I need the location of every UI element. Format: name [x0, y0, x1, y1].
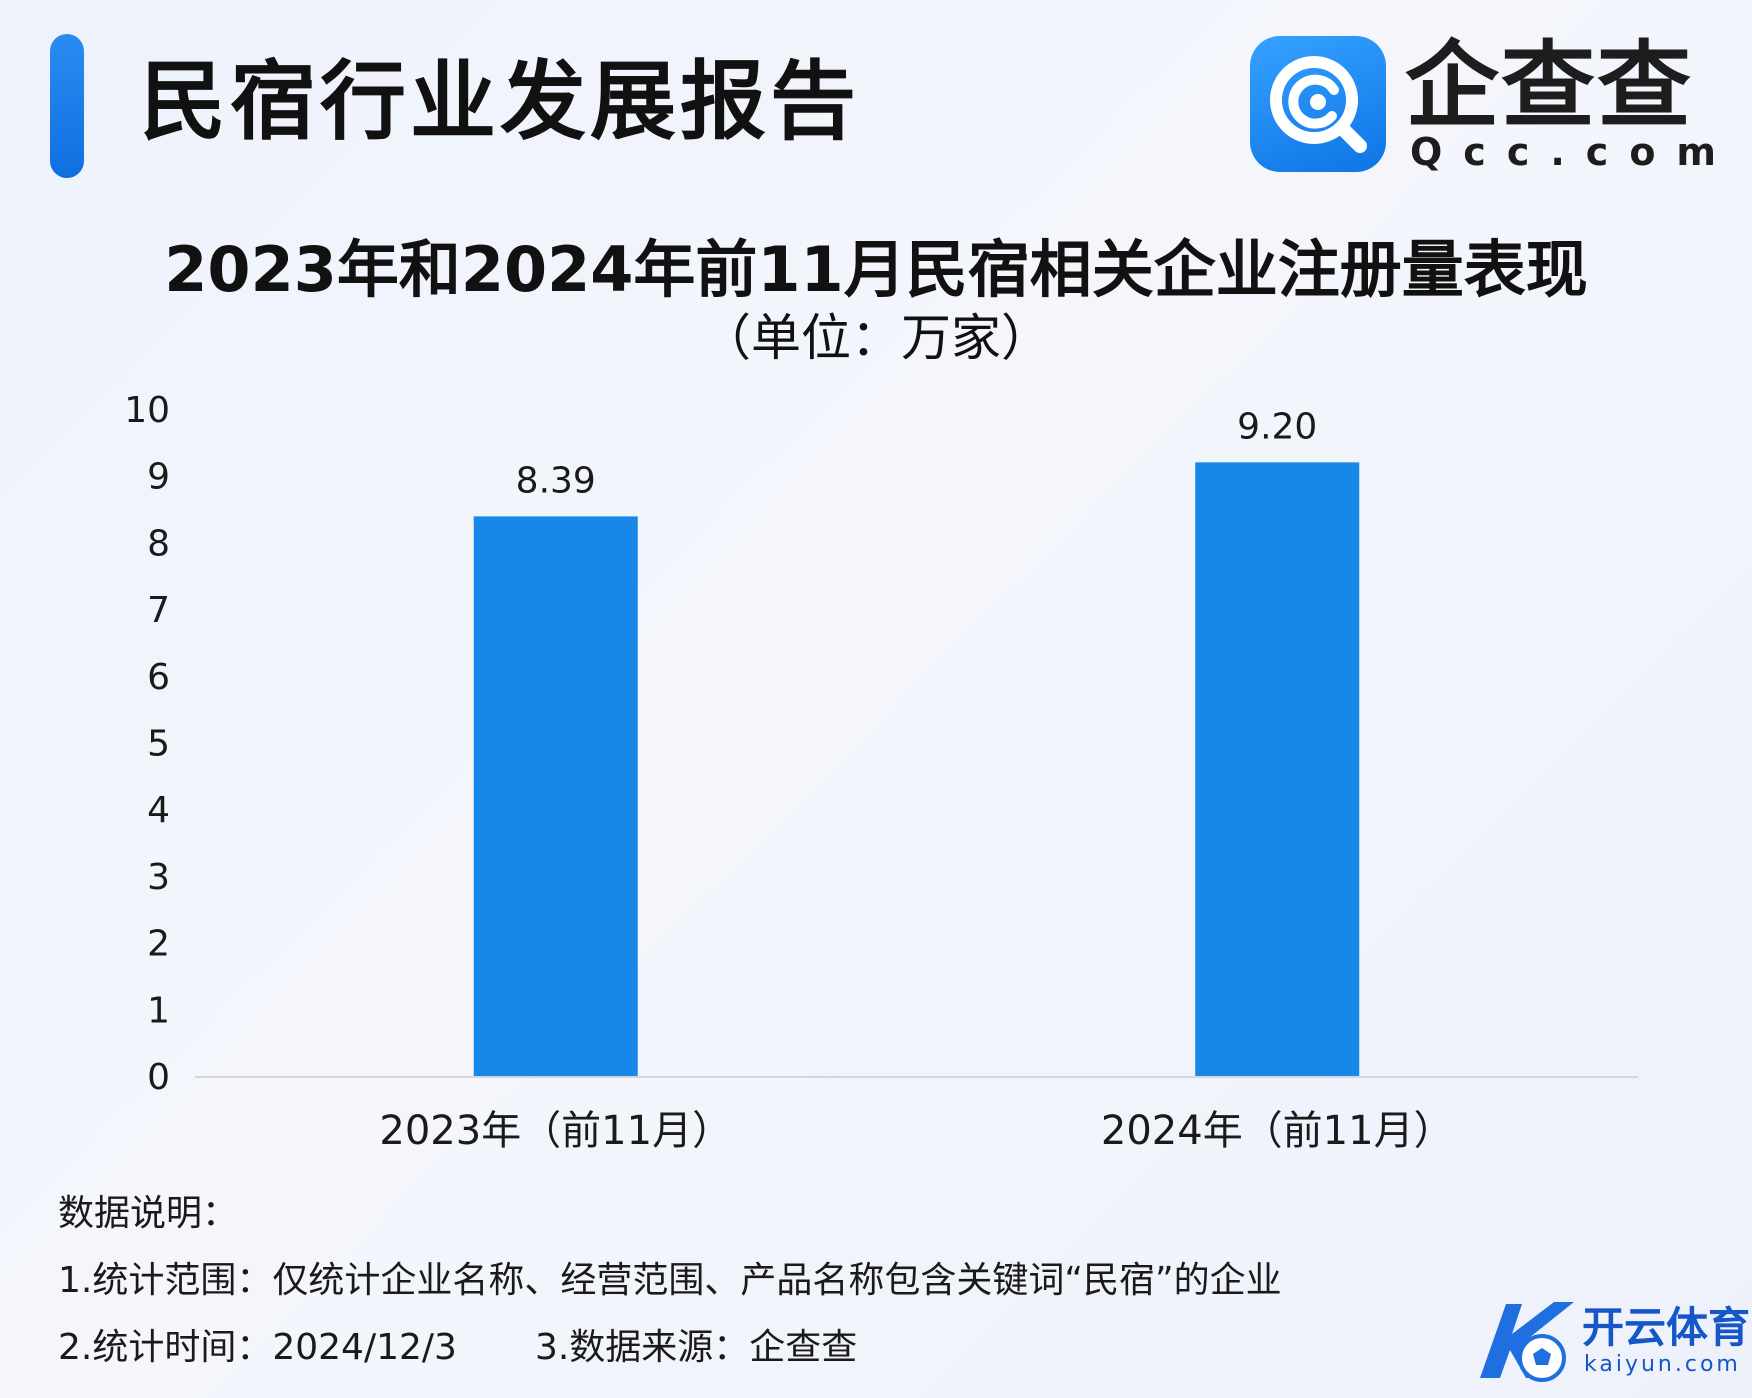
y-tick-label: 6	[147, 657, 170, 698]
data-label: 8.39	[516, 460, 596, 501]
notes-source: 3.数据来源：企查查	[534, 1327, 858, 1368]
watermark-name: 开云体育	[1582, 1303, 1751, 1352]
y-tick-label: 8	[147, 523, 170, 564]
qcc-magnifier-logo-icon	[1250, 36, 1386, 172]
notes-scope: 1.统计范围：仅统计企业名称、经营范围、产品名称包含关键词“民宿”的企业	[58, 1260, 1282, 1301]
y-tick-label: 5	[147, 724, 170, 765]
x-category-label: 2024年（前11月）	[1101, 1108, 1454, 1154]
bar	[1195, 462, 1360, 1076]
watermark-domain: kaiyun.com	[1584, 1352, 1741, 1377]
y-tick-label: 3	[147, 857, 170, 898]
chart-subtitle: （单位：万家）	[701, 309, 1051, 367]
data-label: 9.20	[1237, 406, 1317, 447]
watermark: 开云体育 kaiyun.com	[1462, 1290, 1750, 1390]
brand-name: 企查查	[1405, 32, 1694, 141]
y-tick-label: 0	[147, 1057, 170, 1098]
y-tick-label: 1	[147, 990, 170, 1031]
report-title: 民宿行业发展报告	[140, 52, 860, 152]
y-tick-label: 4	[147, 790, 170, 831]
chart-title: 2023年和2024年前11月民宿相关企业注册量表现	[164, 233, 1588, 306]
y-tick-label: 9	[147, 457, 170, 498]
y-tick-label: 2	[147, 924, 170, 965]
notes-time-source-row: 2.统计时间：2024/12/3 3.数据来源：企查查	[58, 1314, 1282, 1381]
x-category-label: 2023年（前11月）	[379, 1108, 732, 1154]
notes-heading: 数据说明：	[58, 1193, 239, 1234]
k-soccer-ball-logo-icon	[1480, 1302, 1574, 1382]
data-notes: 数据说明： 1.统计范围：仅统计企业名称、经营范围、产品名称包含关键词“民宿”的…	[58, 1180, 1282, 1381]
brand-block: 企查查 Qcc.com	[1250, 32, 1716, 176]
bar	[473, 516, 638, 1076]
accent-bar	[50, 34, 84, 178]
y-tick-label: 7	[147, 590, 170, 631]
y-tick-label: 10	[124, 390, 170, 431]
brand-domain: Qcc.com	[1410, 130, 1738, 174]
notes-time: 2.统计时间：2024/12/3	[58, 1327, 457, 1368]
